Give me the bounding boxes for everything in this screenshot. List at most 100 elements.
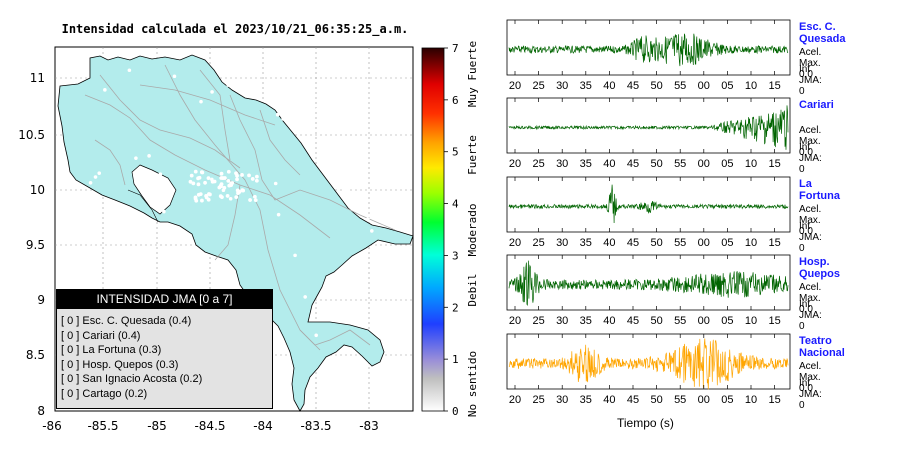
time-tick-label: 45 — [627, 80, 639, 92]
time-tick-label: 15 — [768, 80, 780, 92]
station-dot — [227, 272, 232, 276]
scale-tick-label: 0 — [452, 405, 459, 418]
waveform-trace — [508, 33, 789, 67]
station-dot — [343, 188, 348, 193]
time-tick-label: 40 — [603, 315, 615, 327]
time-tick-label: 40 — [603, 237, 615, 249]
time-tick-label: 30 — [556, 237, 568, 249]
station-name: Hosp. Quepos — [799, 256, 840, 280]
road-network — [84, 64, 396, 351]
legend-row-label: Cartago (0.2) — [82, 387, 148, 400]
station-dot — [253, 198, 258, 202]
legend-row-value: [ 0 ] — [61, 315, 83, 327]
station-dot — [229, 183, 234, 187]
waveform-panel: 20 25 30 35 40 45 50 55 00 05 10 15 — [506, 19, 791, 92]
station-dot — [220, 195, 224, 200]
legend-row-value: [ 0 ] — [61, 358, 83, 371]
station-dot — [147, 154, 151, 158]
time-tick-label: 10 — [745, 158, 757, 170]
time-tick-label: 15 — [768, 237, 780, 249]
scale-tick-label: 2 — [452, 301, 459, 314]
lat-tick-label: 8 — [37, 404, 45, 418]
time-tick-label: 05 — [721, 237, 733, 249]
time-tick-label: 25 — [532, 237, 544, 249]
station-dot — [219, 171, 224, 176]
time-tick-label: 40 — [603, 394, 615, 406]
time-tick-label: 30 — [556, 394, 568, 406]
legend-row-label: Hosp. Quepos (0.3) — [82, 358, 179, 371]
time-tick-label: 35 — [580, 315, 592, 327]
time-tick-label: 50 — [650, 237, 662, 249]
legend-row: [ 0 ] Cartago (0.2) — [57, 387, 272, 402]
station-dot — [203, 180, 207, 185]
scale-level-label: No sentido — [466, 351, 479, 417]
station-dot — [162, 209, 166, 214]
legend-header: INTENSIDAD JMA [0 a 7] — [57, 290, 272, 309]
lon-tick-label: -85.5 — [87, 419, 118, 433]
station-dot — [133, 258, 137, 263]
scale-tick-label: 4 — [452, 198, 459, 211]
time-tick-label: 20 — [509, 315, 521, 327]
waveform-panel: 20 25 30 35 40 45 50 55 00 05 10 15 — [506, 333, 791, 406]
station-dot — [273, 181, 278, 186]
legend-row-value: [ 0 ] — [61, 373, 83, 385]
station-dot — [97, 171, 102, 175]
time-tick-label: 35 — [580, 237, 592, 249]
lat-tick-label: 9.5 — [26, 238, 45, 252]
lon-tick-label: -84 — [253, 419, 273, 433]
time-tick-label: 40 — [603, 80, 615, 92]
station-dot — [370, 229, 374, 233]
scale-tick-label: 1 — [452, 353, 459, 366]
time-tick-label: 40 — [603, 158, 615, 170]
scale-labels: 7 6 5 4 3 2 1 0 Muy Fuerte Fuerte Moderado Debil No … — [452, 41, 479, 418]
station-dot — [276, 212, 281, 217]
station-dot — [93, 175, 98, 179]
legend-row-value: [ 0 ] — [61, 329, 83, 342]
waveform-trace — [508, 105, 789, 150]
scale-level-label: Muy Fuerte — [466, 41, 479, 107]
lon-tick-label: -84.5 — [194, 419, 225, 433]
station-name: Cariari — [799, 99, 834, 111]
station-dot — [366, 217, 370, 221]
station-name: Teatro Nacional — [799, 335, 845, 359]
time-tick-label: 15 — [768, 315, 780, 327]
station-dot — [206, 197, 211, 202]
station-dot — [196, 192, 201, 197]
station-dot — [199, 170, 204, 175]
intensity-legend: INTENSIDAD JMA [0 a 7] [ 0 ] Esc. C. Que… — [56, 289, 273, 409]
time-tick-label: 50 — [650, 80, 662, 92]
time-tick-label: 35 — [580, 158, 592, 170]
station-max-accel: Acel. Max. 0.0 — [799, 204, 822, 237]
station-dot — [210, 177, 214, 182]
station-dot — [240, 173, 244, 177]
waveform-panel: 20 25 30 35 40 45 50 55 00 05 10 15 — [506, 254, 791, 327]
lat-tick-label: 8.5 — [26, 348, 45, 362]
station-dot — [134, 156, 138, 160]
station-dot — [194, 198, 199, 203]
station-max-accel: Acel. Max. 0.0 — [799, 47, 822, 80]
legend-row-value: [ 0 ] — [61, 387, 83, 400]
lat-tick-label: 10.5 — [18, 128, 45, 142]
time-tick-label: 25 — [532, 158, 544, 170]
time-tick-label: 30 — [556, 80, 568, 92]
time-tick-label: 00 — [698, 237, 710, 249]
time-tick-label: 00 — [698, 158, 710, 170]
station-max-accel: Acel. Max. 0.0 — [799, 125, 822, 158]
station-jma-intensity: Int JMA: 0 — [799, 142, 822, 175]
station-jma-intensity: Int JMA: 0 — [799, 378, 822, 411]
time-tick-label: 50 — [650, 394, 662, 406]
latitude-ticks: 11 10.5 10 9.5 9 8.5 8 — [18, 71, 45, 418]
station-dot — [315, 107, 319, 112]
station-dot — [314, 333, 318, 338]
time-tick-label: 30 — [556, 158, 568, 170]
station-dot — [207, 192, 211, 196]
station-dot — [254, 178, 259, 183]
waveform-panel: 20 25 30 35 40 45 50 55 00 05 10 15 — [506, 176, 791, 249]
scale-tick-label: 6 — [452, 94, 459, 107]
time-tick-label: 55 — [674, 80, 686, 92]
time-tick-label: 05 — [721, 315, 733, 327]
station-dot — [87, 242, 91, 246]
scale-tick-label: 7 — [452, 42, 459, 55]
station-max-accel: Acel. Max. 0.0 — [799, 282, 822, 315]
